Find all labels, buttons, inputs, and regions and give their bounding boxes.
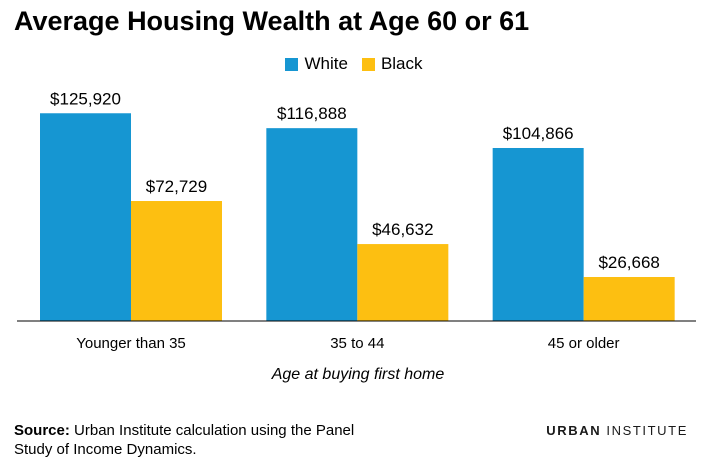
data-label-white-0: $125,920 bbox=[50, 89, 121, 108]
bar-black-2 bbox=[583, 277, 675, 321]
bar-white-1 bbox=[266, 128, 358, 321]
brand-word-urban: URBAN bbox=[546, 423, 602, 438]
x-tick-label-1: 35 to 44 bbox=[330, 335, 384, 352]
chart-title: Average Housing Wealth at Age 60 or 61 bbox=[14, 6, 530, 36]
legend-item-black: Black bbox=[361, 54, 423, 74]
bar-white-2 bbox=[492, 147, 584, 321]
x-tick-label-0: Younger than 35 bbox=[76, 335, 186, 352]
bar-chart: $125,920 $72,729 Younger than 35 $116,888 $4… bbox=[17, 89, 696, 383]
legend-label-black: Black bbox=[380, 54, 423, 73]
brand-word-institute: INSTITUTE bbox=[606, 423, 688, 438]
data-label-black-2: $26,668 bbox=[598, 253, 659, 272]
legend-item-white: White bbox=[285, 54, 348, 74]
legend-label-white: White bbox=[304, 54, 348, 73]
legend-swatch-black bbox=[361, 57, 375, 71]
x-tick-label-2: 45 or older bbox=[548, 335, 620, 352]
source-text: Urban Institute calculation using the Pa… bbox=[14, 422, 355, 458]
bar-black-1 bbox=[357, 244, 449, 321]
bar-white-0 bbox=[40, 113, 131, 321]
source-note: Source: Urban Institute calculation usin… bbox=[14, 421, 394, 459]
legend-swatch-white bbox=[285, 57, 299, 71]
bar-black-0 bbox=[131, 201, 222, 321]
data-label-black-1: $46,632 bbox=[372, 220, 433, 239]
urban-institute-logo: URBAN INSTITUTE bbox=[546, 423, 688, 438]
data-label-white-1: $116,888 bbox=[277, 104, 347, 123]
source-label: Source: bbox=[14, 422, 70, 439]
data-label-white-2: $104,866 bbox=[503, 124, 574, 143]
data-label-black-0: $72,729 bbox=[146, 177, 207, 196]
chart-legend: White Black bbox=[0, 54, 708, 74]
x-axis-title: Age at buying first home bbox=[271, 366, 445, 383]
